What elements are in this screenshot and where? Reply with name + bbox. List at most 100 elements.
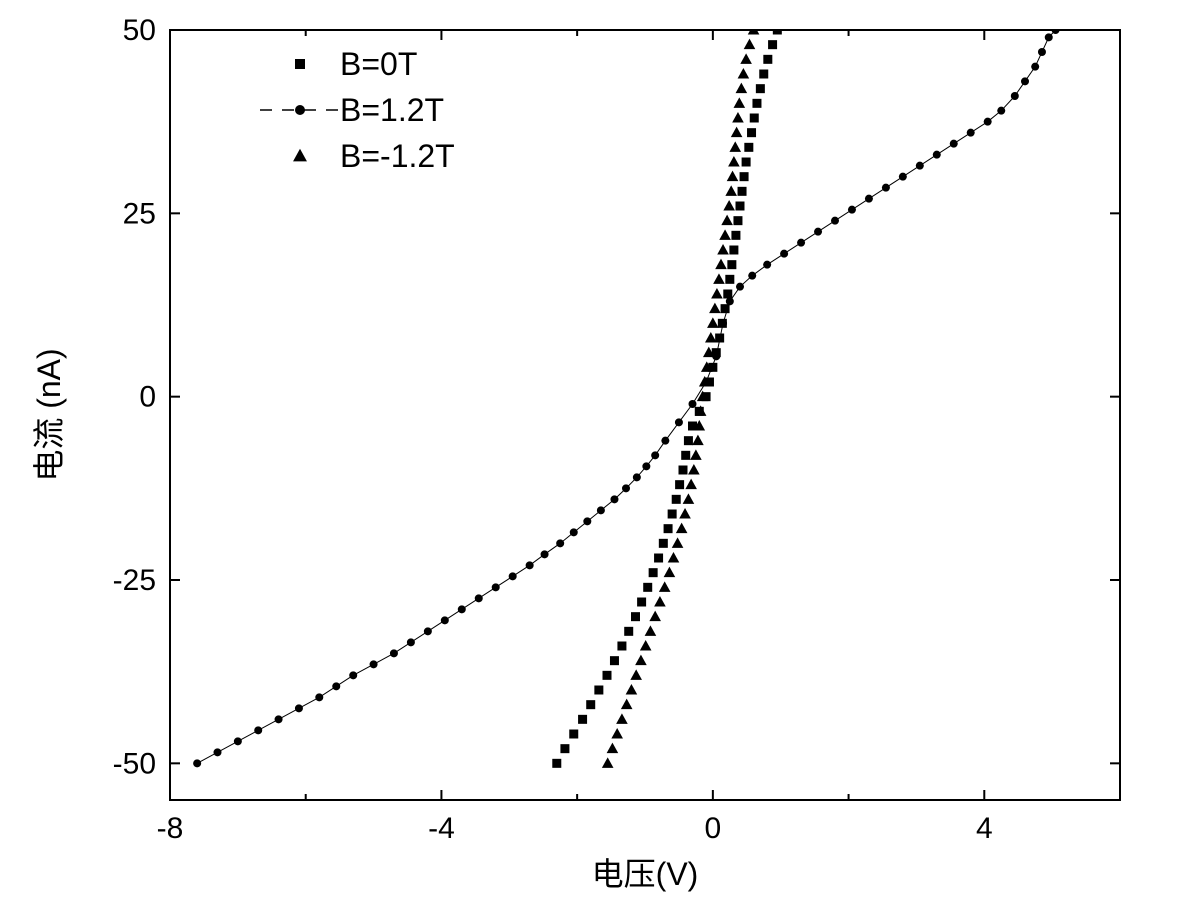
marker-circle [295,704,303,712]
marker-square [747,128,756,137]
marker-triangle [729,141,741,152]
marker-square [759,70,768,79]
marker-circle [458,605,466,613]
marker-triangle [664,567,676,578]
marker-circle [675,418,683,426]
x-axis-label: 电压(V) [592,856,699,892]
marker-triangle [721,215,733,226]
marker-circle [441,616,449,624]
x-tick-label: -4 [428,812,455,845]
marker-circle [865,195,873,203]
marker-circle [689,400,697,408]
marker-triangle [692,435,704,446]
marker-triangle [635,655,647,666]
marker-circle [492,583,500,591]
y-tick-label: 50 [123,14,156,47]
marker-square [643,583,652,592]
marker-circle [1038,48,1046,56]
marker-square [610,656,619,665]
marker-circle [570,528,578,536]
marker-circle [967,129,975,137]
marker-triangle [611,728,623,739]
marker-square [773,26,782,35]
marker-circle [726,297,734,305]
marker-square [569,730,578,739]
marker-circle [526,561,534,569]
marker-square [637,598,646,607]
marker-circle [424,627,432,635]
marker-triangle [679,508,691,519]
marker-circle [214,748,222,756]
marker-circle [1031,63,1039,71]
marker-triangle [672,537,684,548]
y-tick-label: 0 [139,381,156,414]
marker-circle [763,261,771,269]
marker-triangle [715,259,727,270]
marker-circle [1011,92,1019,100]
marker-square [756,84,765,93]
marker-square [763,55,772,64]
marker-square [594,686,603,695]
marker-circle [349,671,357,679]
iv-chart: -8-404电压(V)-50-2502550电流 (nA)B=0TB=1.2TB… [0,0,1183,921]
y-tick-label: 25 [123,197,156,230]
marker-square [649,568,658,577]
marker-circle [610,495,618,503]
marker-square [552,759,561,768]
marker-circle [997,107,1005,115]
marker-triangle [645,625,657,636]
marker-circle [831,217,839,225]
x-tick-label: 4 [976,812,993,845]
marker-circle [848,206,856,214]
marker-circle [315,693,323,701]
y-tick-label: -50 [113,747,156,780]
marker-circle [597,506,605,514]
marker-circle [509,572,517,580]
marker-circle [295,105,305,115]
marker-circle [254,726,262,734]
series-B-1-2T [602,24,759,768]
marker-square [603,671,612,680]
marker-triangle [607,743,619,754]
marker-square [750,114,759,123]
marker-triangle [293,149,307,162]
y-axis-label: 电流 (nA) [31,348,67,481]
marker-square [731,231,740,240]
marker-triangle [719,229,731,240]
marker-triangle [738,68,750,79]
marker-square [681,451,690,460]
y-tick-label: -25 [113,564,156,597]
marker-triangle [711,288,723,299]
marker-triangle [736,83,748,94]
marker-circle [984,118,992,126]
marker-circle [916,162,924,170]
marker-triangle [740,53,752,64]
marker-square [659,539,668,548]
marker-circle [950,140,958,148]
marker-square [631,612,640,621]
marker-triangle [725,185,737,196]
marker-triangle [688,464,700,475]
marker-square [578,715,587,724]
marker-square [744,143,753,152]
marker-circle [651,451,659,459]
marker-triangle [668,552,680,563]
marker-circle [556,539,564,547]
marker-circle [583,517,591,525]
series-B-1-2T [193,26,1059,767]
marker-triangle [717,244,729,255]
legend-label: B=0T [340,46,417,82]
marker-triangle [728,156,740,167]
marker-triangle [705,332,717,343]
marker-triangle [621,699,633,710]
marker-circle [882,184,890,192]
marker-circle [748,272,756,280]
marker-circle [814,228,822,236]
marker-triangle [654,596,666,607]
marker-square [617,642,626,651]
marker-triangle [685,479,697,490]
marker-square [752,99,761,108]
x-tick-label: 0 [705,812,722,845]
marker-square [672,495,681,504]
marker-square [723,290,732,299]
